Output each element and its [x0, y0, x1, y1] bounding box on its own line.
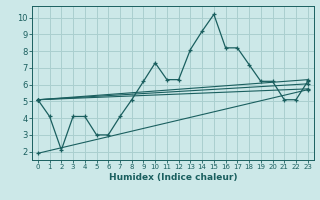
X-axis label: Humidex (Indice chaleur): Humidex (Indice chaleur): [108, 173, 237, 182]
